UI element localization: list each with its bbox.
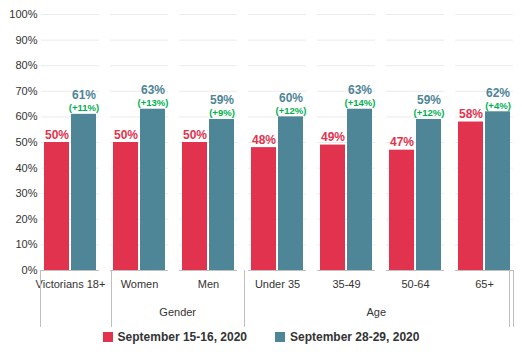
- html-text:September 28-29, 2020: September 28-29, 2020: [290, 330, 420, 344]
- svg-text:Age: Age: [367, 306, 387, 318]
- svg-text:63%: 63%: [348, 83, 372, 97]
- svg-text:Men: Men: [198, 278, 219, 290]
- svg-text:62%: 62%: [486, 86, 510, 100]
- svg-text:90%: 90%: [15, 34, 37, 46]
- svg-text:48%: 48%: [252, 133, 276, 147]
- svg-text:(+4%): (+4%): [485, 100, 511, 111]
- svg-text:50-64: 50-64: [401, 278, 429, 290]
- svg-text:(+12%): (+12%): [414, 107, 445, 118]
- svg-text:50%: 50%: [15, 136, 37, 148]
- svg-text:59%: 59%: [417, 93, 441, 107]
- svg-text:(+14%): (+14%): [345, 97, 376, 108]
- svg-text:50%: 50%: [45, 128, 69, 142]
- svg-text:80%: 80%: [15, 59, 37, 71]
- svg-text:(+12%): (+12%): [276, 105, 307, 116]
- svg-text:35-49: 35-49: [332, 278, 360, 290]
- svg-text:63%: 63%: [141, 83, 165, 97]
- svg-text:65+: 65+: [475, 278, 494, 290]
- svg-text:Victorians 18+: Victorians 18+: [36, 278, 106, 290]
- svg-text:49%: 49%: [321, 130, 345, 144]
- svg-text:70%: 70%: [15, 85, 37, 97]
- svg-text:59%: 59%: [210, 93, 234, 107]
- svg-text:61%: 61%: [72, 88, 96, 102]
- svg-text:Gender: Gender: [159, 306, 196, 318]
- svg-text:(+11%): (+11%): [69, 102, 99, 113]
- svg-text:58%: 58%: [459, 107, 483, 121]
- svg-text:20%: 20%: [15, 213, 37, 225]
- svg-text:(+13%): (+13%): [138, 97, 169, 108]
- svg-text:50%: 50%: [114, 128, 138, 142]
- svg-text:47%: 47%: [390, 135, 414, 149]
- svg-text:40%: 40%: [15, 162, 37, 174]
- html-text:September 15-16, 2020: September 15-16, 2020: [117, 330, 247, 344]
- svg-text:10%: 10%: [15, 238, 37, 250]
- svg-text:(+9%): (+9%): [209, 107, 235, 118]
- svg-text:50%: 50%: [183, 128, 207, 142]
- svg-text:100%: 100%: [9, 8, 37, 20]
- svg-text:Women: Women: [121, 278, 159, 290]
- svg-text:60%: 60%: [15, 110, 37, 122]
- svg-text:Under 35: Under 35: [255, 278, 300, 290]
- svg-text:30%: 30%: [15, 187, 37, 199]
- svg-text:60%: 60%: [279, 91, 303, 105]
- svg-text:0%: 0%: [22, 264, 38, 276]
